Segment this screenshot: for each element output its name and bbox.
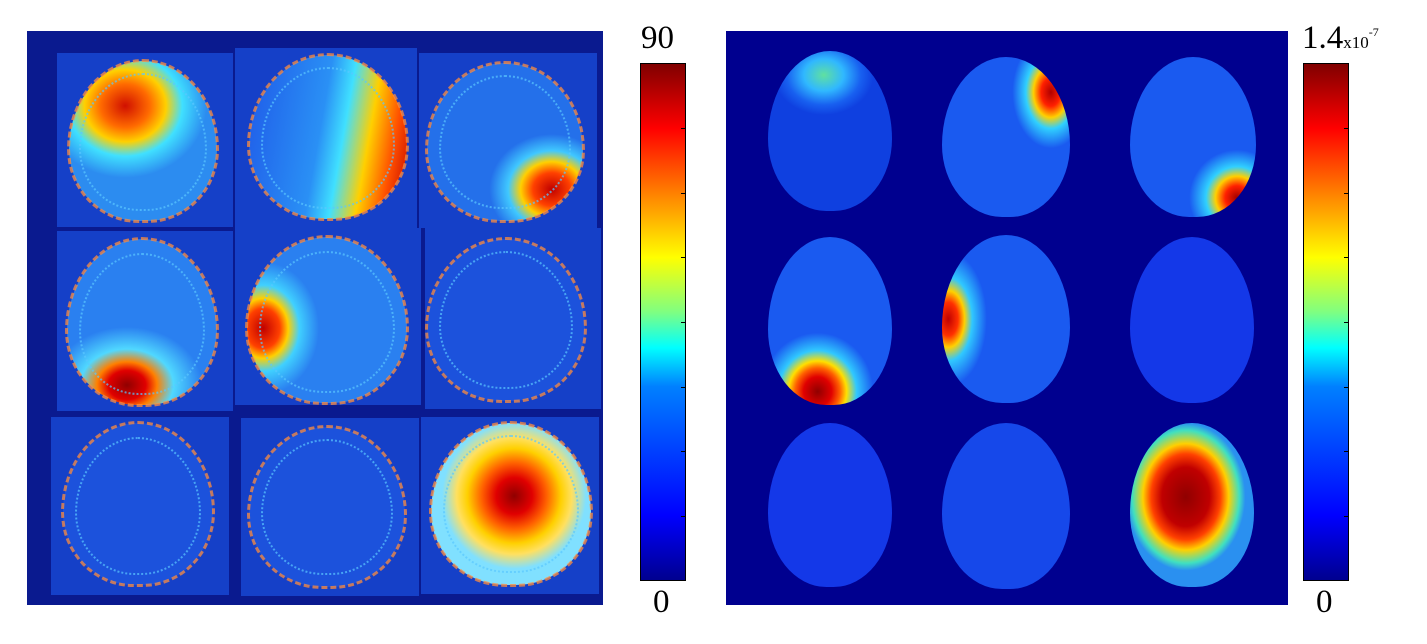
- head-map: [768, 423, 892, 587]
- colorbar-tick: [1344, 193, 1349, 194]
- head-inner-rim: [79, 253, 205, 395]
- right-colorbar-min-label: 0: [1316, 584, 1333, 620]
- colorbar-tick: [681, 387, 686, 388]
- colorbar-tick: [1344, 322, 1349, 323]
- head-inner-rim: [261, 439, 393, 575]
- head-inner-rim: [443, 435, 579, 573]
- head-inner-rim: [259, 251, 395, 393]
- head-map: [1130, 57, 1256, 217]
- left-colorbar: [640, 63, 686, 581]
- right-colorbar-max-label: 1.4x10-7: [1302, 22, 1379, 55]
- head-rim: [429, 421, 593, 587]
- colorbar-tick: [681, 516, 686, 517]
- colorbar-tick: [681, 451, 686, 452]
- colorbar-tick: [1344, 257, 1349, 258]
- left-colorbar-min-label: 0: [653, 584, 670, 620]
- head-map: [942, 57, 1070, 217]
- head-rim: [245, 235, 409, 405]
- head-map: [942, 423, 1070, 589]
- colorbar-tick: [1344, 128, 1349, 129]
- right-colorbar-max-value: 1.4: [1302, 20, 1344, 56]
- head-inner-rim: [261, 67, 395, 209]
- head-inner-rim: [79, 73, 207, 211]
- head-map: [942, 235, 1070, 403]
- colorbar-tick: [1344, 516, 1349, 517]
- colorbar-tick: [1344, 451, 1349, 452]
- head-inner-rim: [75, 437, 201, 575]
- head-rim: [247, 425, 407, 589]
- head-inner-rim: [439, 75, 571, 209]
- head-rim: [61, 421, 215, 587]
- head-rim: [247, 53, 409, 221]
- head-rim: [425, 61, 585, 223]
- colorbar-tick: [681, 257, 686, 258]
- right-colorbar-multiplier: x10: [1343, 33, 1369, 52]
- right-colorbar-exponent: -7: [1368, 25, 1379, 39]
- right-colorbar: [1303, 63, 1349, 581]
- head-map: [768, 51, 892, 211]
- head-map: [768, 237, 892, 405]
- head-rim: [67, 59, 219, 223]
- colorbar-tick: [681, 322, 686, 323]
- head-rim: [425, 237, 587, 403]
- head-inner-rim: [439, 251, 573, 389]
- left-colorbar-max-label: 90: [641, 20, 674, 56]
- reconstructed-map-grid: [726, 31, 1288, 605]
- colorbar-tick: [681, 128, 686, 129]
- head-rim: [65, 237, 219, 407]
- colorbar-tick: [681, 193, 686, 194]
- head-map: [1130, 237, 1254, 403]
- colorbar-tick: [1344, 387, 1349, 388]
- head-map: [1130, 423, 1254, 587]
- measured-map-grid: [27, 31, 603, 605]
